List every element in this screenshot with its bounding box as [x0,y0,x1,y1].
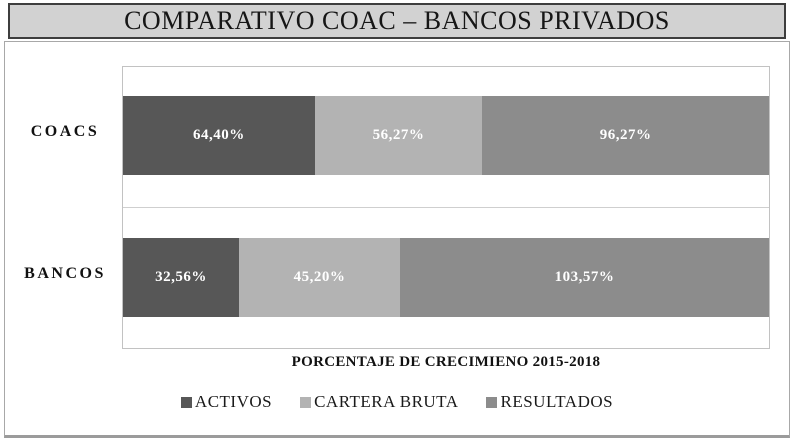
bar-value-label: 103,57% [554,269,615,285]
legend-label: CARTERA BRUTA [314,392,459,411]
bar-coacs: 64,40% 56,27% 96,27% [123,96,769,175]
legend-item-cartera-bruta: CARTERA BRUTA [300,392,458,412]
bar-value-label: 96,27% [599,127,652,143]
bar-segment-activos-coacs: 64,40% [123,96,315,175]
legend-swatch-icon [180,396,192,408]
bar-value-label: 45,20% [293,269,346,285]
chart-panel: COACS BANCOS 64,40% 56,27% 96,27% 32,56% 45… [4,41,790,438]
chart-title: COMPARATIVO COAC – BANCOS PRIVADOS [8,3,786,39]
bar-value-label: 64,40% [193,127,245,143]
legend-label: RESULTADOS [500,392,614,411]
legend-swatch-icon [486,396,498,408]
bar-value-label: 56,27% [372,127,425,143]
category-divider-line [123,207,769,208]
bar-segment-activos-bancos: 32,56% [123,238,239,317]
legend: ACTIVOS CARTERA BRUTA RESULTADOS [5,392,789,412]
plot-area: 64,40% 56,27% 96,27% 32,56% 45,20% 103,57% [122,66,770,349]
category-label-bancos: BANCOS [24,265,106,282]
legend-label: ACTIVOS [194,392,273,411]
category-label-coacs: COACS [30,123,100,140]
legend-item-resultados: RESULTADOS [486,392,613,412]
bar-bancos: 32,56% 45,20% 103,57% [123,238,769,317]
bar-segment-cartera-bruta-bancos: 45,20% [239,238,401,317]
bar-segment-resultados-coacs: 96,27% [482,96,769,175]
legend-swatch-icon [300,396,312,408]
bar-segment-resultados-bancos: 103,57% [400,238,769,317]
bar-segment-cartera-bruta-coacs: 56,27% [314,96,483,175]
x-axis-title: PORCENTAJE DE CRECIMIENO 2015-2018 [291,354,601,370]
bar-value-label: 32,56% [155,269,207,285]
legend-item-activos: ACTIVOS [180,392,273,412]
